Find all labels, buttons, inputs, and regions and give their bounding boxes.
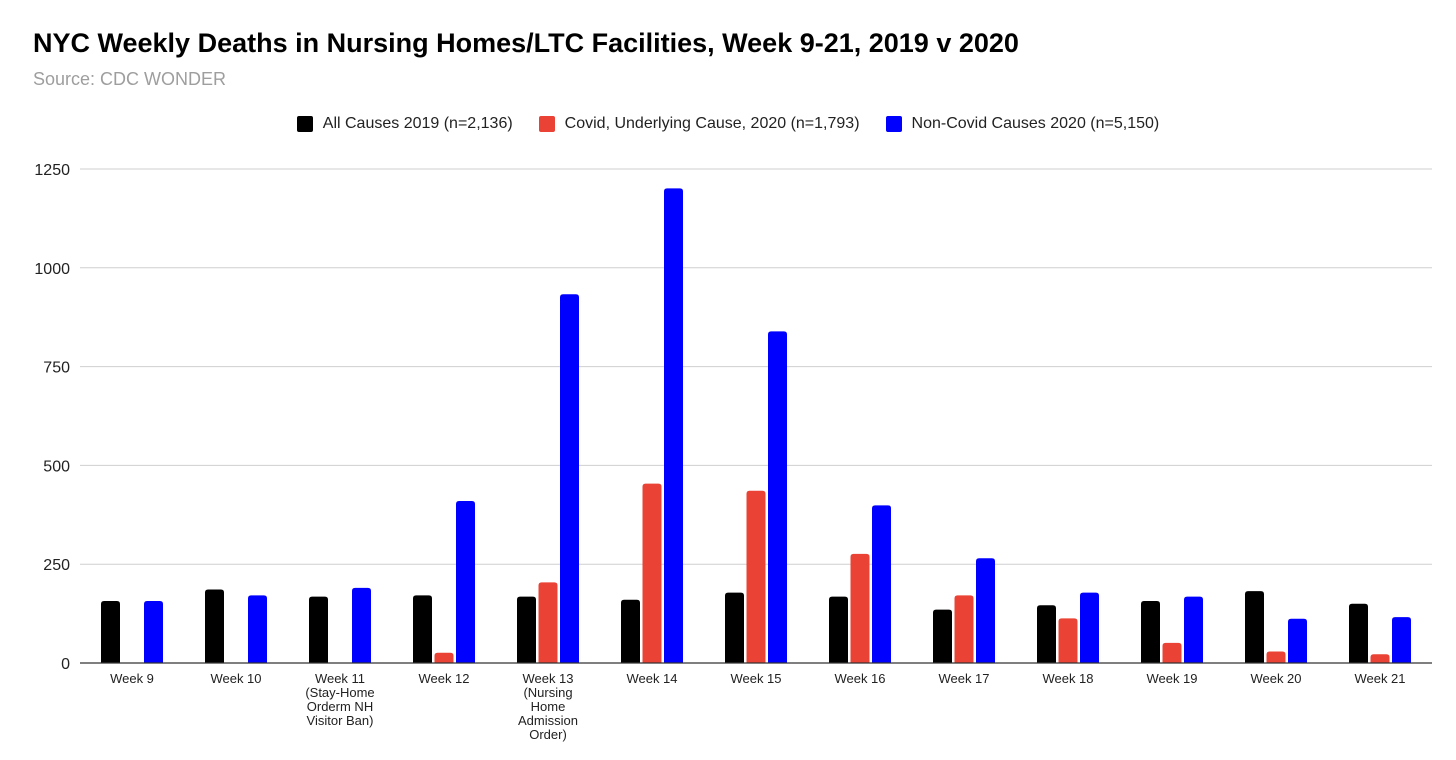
chart-subtitle: Source: CDC WONDER bbox=[33, 69, 227, 89]
y-tick-label-500: 500 bbox=[43, 458, 70, 475]
x-tick-label-week16: Week 16 bbox=[834, 671, 885, 686]
bar-series1-week11 bbox=[309, 596, 328, 663]
bar-series1-week12 bbox=[413, 595, 432, 663]
y-tick-label-750: 750 bbox=[43, 360, 70, 377]
bar-series1-week13 bbox=[517, 596, 536, 663]
x-tick-label-week21: Week 21 bbox=[1354, 671, 1405, 686]
x-tick-label-week13: Week 13 (Nursing Home Admission Order) bbox=[518, 671, 578, 742]
bar-series3-week18 bbox=[1080, 592, 1099, 663]
bar-series1-week16 bbox=[829, 596, 848, 663]
bar-series3-week20 bbox=[1288, 618, 1307, 663]
bar-series2-week15 bbox=[746, 490, 766, 663]
bar-series3-week10 bbox=[248, 595, 267, 663]
x-tick-label-week10: Week 10 bbox=[210, 671, 261, 686]
chart-title: NYC Weekly Deaths in Nursing Homes/LTC F… bbox=[33, 28, 1019, 58]
bar-series3-week14 bbox=[664, 188, 683, 663]
bar-series3-week9 bbox=[144, 600, 163, 663]
bar-series3-week16 bbox=[872, 505, 891, 663]
legend-swatch-non-covid-2020 bbox=[885, 116, 902, 132]
bar-series1-week18 bbox=[1037, 605, 1056, 663]
x-tick-label-week12: Week 12 bbox=[418, 671, 469, 686]
bar-series2-week16 bbox=[850, 553, 870, 663]
bar-series1-week9 bbox=[101, 600, 120, 663]
bar-series2-week20 bbox=[1266, 651, 1286, 663]
x-tick-label-week14: Week 14 bbox=[626, 671, 677, 686]
x-tick-label-week15: Week 15 bbox=[730, 671, 781, 686]
legend-item-non-covid-2020[interactable]: Non-Covid Causes 2020 (n=5,150) bbox=[885, 115, 1160, 133]
y-tick-label-250: 250 bbox=[43, 557, 70, 574]
legend-item-covid-2020[interactable]: Covid, Underlying Cause, 2020 (n=1,793) bbox=[538, 115, 860, 133]
bar-series3-week19 bbox=[1184, 596, 1203, 663]
bar-series1-week20 bbox=[1245, 591, 1264, 663]
bar-series3-week15 bbox=[768, 331, 787, 663]
bar-series2-week18 bbox=[1058, 618, 1078, 663]
x-tick-label-week20: Week 20 bbox=[1250, 671, 1301, 686]
bar-series1-week19 bbox=[1141, 600, 1160, 663]
bar-series3-week17 bbox=[976, 558, 995, 663]
bar-series2-week14 bbox=[642, 483, 662, 663]
bar-series2-week17 bbox=[954, 595, 974, 663]
x-tick-label-week11: Week 11 (Stay-Home Orderm NH Visitor Ban) bbox=[305, 671, 374, 728]
bar-series3-week11 bbox=[352, 587, 371, 663]
bar-series3-week13 bbox=[560, 294, 579, 663]
bar-series3-week21 bbox=[1392, 617, 1411, 663]
y-tick-label-1250: 1250 bbox=[34, 162, 70, 179]
x-tick-label-week17: Week 17 bbox=[938, 671, 989, 686]
legend-swatch-covid-2020 bbox=[538, 116, 555, 132]
legend-swatch-all-causes-2019 bbox=[296, 116, 313, 132]
x-tick-label-week9: Week 9 bbox=[110, 671, 154, 686]
y-tick-label-1000: 1000 bbox=[34, 261, 70, 278]
bar-series2-week13 bbox=[538, 582, 558, 663]
y-tick-label-0: 0 bbox=[61, 656, 70, 673]
bar-series1-week14 bbox=[621, 599, 640, 663]
x-tick-label-week19: Week 19 bbox=[1146, 671, 1197, 686]
legend-label-non-covid-2020: Non-Covid Causes 2020 (n=5,150) bbox=[911, 115, 1160, 132]
bar-series3-week12 bbox=[456, 500, 475, 663]
legend-item-all-causes-2019[interactable]: All Causes 2019 (n=2,136) bbox=[296, 115, 513, 133]
x-tick-label-week18: Week 18 bbox=[1042, 671, 1093, 686]
bar-series2-week21 bbox=[1370, 654, 1390, 663]
bar-series1-week10 bbox=[205, 589, 224, 663]
legend: All Causes 2019 (n=2,136) Covid, Underly… bbox=[0, 115, 1456, 133]
legend-label-covid-2020: Covid, Underlying Cause, 2020 (n=1,793) bbox=[564, 115, 860, 132]
bar-series1-week15 bbox=[725, 592, 744, 663]
bar-series2-week12 bbox=[434, 652, 454, 663]
bar-series1-week21 bbox=[1349, 603, 1368, 663]
bar-series2-week19 bbox=[1162, 642, 1182, 663]
bar-series1-week17 bbox=[933, 609, 952, 663]
legend-label-all-causes-2019: All Causes 2019 (n=2,136) bbox=[322, 115, 513, 132]
